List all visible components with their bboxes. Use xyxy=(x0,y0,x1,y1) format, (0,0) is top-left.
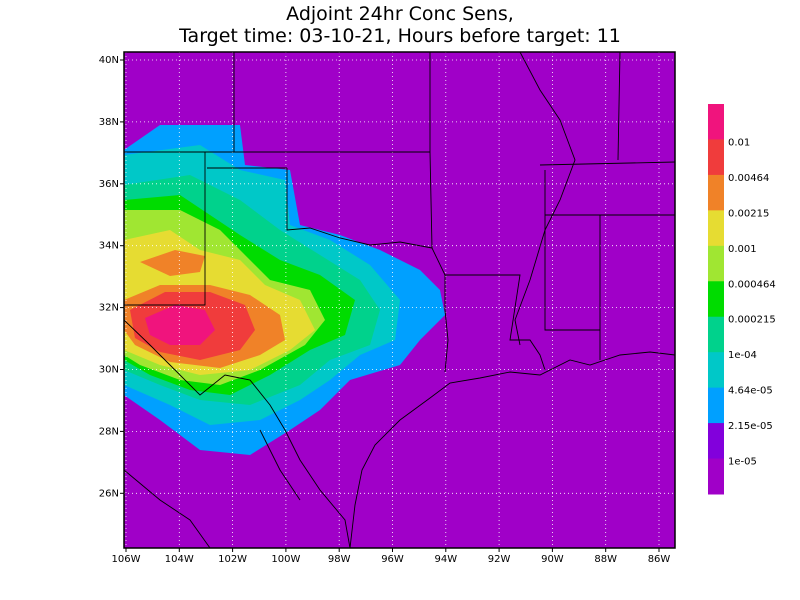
lat-label: 30N xyxy=(99,365,119,376)
river xyxy=(124,52,576,548)
lon-label: 106W xyxy=(112,554,141,565)
contour xyxy=(145,305,215,345)
contours xyxy=(124,125,445,455)
lat-label: 36N xyxy=(99,179,119,190)
contour xyxy=(140,250,205,276)
colorbar-label: 1e-05 xyxy=(728,457,757,468)
colorbar-label: 0.001 xyxy=(728,244,757,255)
colorbar-label: 0.00215 xyxy=(728,208,769,219)
state-border xyxy=(124,319,351,548)
lat-label: 40N xyxy=(99,55,119,66)
lon-label: 90W xyxy=(541,554,564,565)
colorbar-swatch xyxy=(708,352,724,389)
axis-ticks: 106W 104W 102W 100W 98W 96W 94W 92W 90W 88W 86W 40N… xyxy=(99,55,671,565)
colorbar-swatch xyxy=(708,210,724,247)
title-line: Target time: 03-10-21, Hours before targ… xyxy=(178,25,621,47)
lon-label: 96W xyxy=(381,554,404,565)
lat-label: 28N xyxy=(99,426,119,437)
colorbar-label: 4.64e-05 xyxy=(728,386,773,397)
lon-label: 98W xyxy=(328,554,351,565)
lon-label: 100W xyxy=(271,554,300,565)
colorbar-swatch xyxy=(708,139,724,176)
colorbar-label: 1e-04 xyxy=(728,350,757,361)
colorbar-label: 0.000464 xyxy=(728,279,776,290)
colorbar-label: 0.01 xyxy=(728,137,750,148)
grid xyxy=(124,52,675,548)
lon-label: 92W xyxy=(488,554,511,565)
title-line: Adjoint 24hr Conc Sens, xyxy=(286,3,514,25)
colorbar-label: 2.15e-05 xyxy=(728,421,773,432)
lat-label: 26N xyxy=(99,488,119,499)
colorbar: 0.01 0.00464 0.00215 0.001 0.000464 0.000215 1… xyxy=(708,104,776,495)
colorbar-swatch xyxy=(708,174,724,211)
colorbar-swatch xyxy=(708,245,724,282)
lat-label: 34N xyxy=(99,241,119,252)
state-border xyxy=(124,52,433,306)
lon-label: 86W xyxy=(648,554,671,565)
lon-label: 102W xyxy=(218,554,247,565)
colorbar-swatch xyxy=(708,316,724,353)
colorbar-label: 0.00464 xyxy=(728,173,769,184)
colorbar-swatch xyxy=(708,104,724,140)
state-border xyxy=(429,52,675,373)
colorbar-swatch xyxy=(708,423,724,460)
colorbar-swatch xyxy=(708,281,724,318)
lat-label: 38N xyxy=(99,117,119,128)
coastline xyxy=(349,351,675,548)
lon-label: 104W xyxy=(165,554,194,565)
plot-frame xyxy=(123,51,676,549)
colorbar-swatch xyxy=(708,458,724,495)
borders xyxy=(124,52,675,548)
colorbar-swatch xyxy=(708,387,724,424)
colorbar-label: 0.000215 xyxy=(728,315,776,326)
lon-label: 94W xyxy=(434,554,457,565)
lon-label: 88W xyxy=(594,554,617,565)
lat-label: 32N xyxy=(99,303,119,314)
